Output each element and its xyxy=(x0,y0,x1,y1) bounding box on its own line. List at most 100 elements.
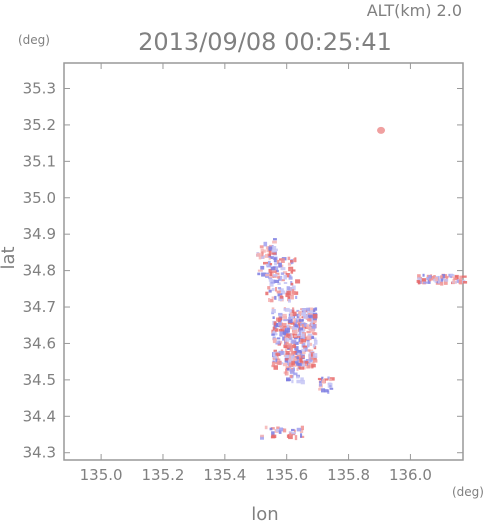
echo-pixel xyxy=(292,328,298,334)
echo-pixel xyxy=(429,277,432,282)
echo-pixel xyxy=(307,349,311,352)
echo-pixel xyxy=(293,291,299,295)
echo-pixel xyxy=(265,291,269,296)
echo-pixel xyxy=(295,349,299,353)
echo-pixel xyxy=(290,340,293,344)
echo-pixel xyxy=(290,260,293,263)
echo-pixel xyxy=(280,362,284,365)
echo-pixel xyxy=(275,358,278,363)
echo-pixel xyxy=(288,286,293,292)
echo-pixel xyxy=(307,318,312,322)
echo-pixel xyxy=(285,273,290,278)
echo-pixel xyxy=(292,285,296,291)
echo-pixel xyxy=(294,361,299,364)
echo-pixel xyxy=(313,337,317,342)
echo-pixel xyxy=(288,336,293,340)
echo-pixel xyxy=(261,272,266,277)
echo-pixel xyxy=(313,356,317,361)
echo-pixel xyxy=(287,262,291,266)
echo-pixel xyxy=(304,346,308,352)
echo-pixel xyxy=(306,340,310,345)
echo-pixel xyxy=(274,279,280,283)
echo-pixel xyxy=(310,328,315,333)
echo-pixel xyxy=(301,348,306,352)
echo-pixel xyxy=(268,249,272,255)
echo-pixel xyxy=(301,312,305,316)
echo-pixel xyxy=(286,286,290,291)
echo-pixel xyxy=(279,296,284,299)
y-axis-label: lat xyxy=(0,246,19,269)
echo-pixel xyxy=(299,366,305,370)
echo-pixel xyxy=(452,279,456,284)
echo-pixel xyxy=(296,427,302,432)
echo-pixel xyxy=(288,268,293,271)
echo-pixel xyxy=(296,379,301,384)
echo-pixel xyxy=(313,308,316,313)
echo-pixel xyxy=(312,353,318,358)
echo-pixel xyxy=(417,274,421,279)
echo-pixel xyxy=(287,357,292,360)
echo-pixel xyxy=(271,252,277,255)
echo-pixel xyxy=(265,273,270,277)
y-tick-label: 35.1 xyxy=(23,152,56,170)
echo-pixel xyxy=(290,351,295,355)
echo-pixel xyxy=(296,351,300,355)
echo-pixel xyxy=(282,327,286,330)
echo-pixel xyxy=(444,275,449,279)
echo-pixel xyxy=(267,286,271,290)
echo-pixel xyxy=(287,256,291,261)
echo-pixel xyxy=(283,308,287,311)
echo-pixel xyxy=(302,355,305,359)
echo-pixel xyxy=(284,342,288,345)
echo-pixel xyxy=(289,374,293,378)
echo-pixel xyxy=(306,335,312,340)
echo-pixel xyxy=(285,348,288,352)
echo-pixel xyxy=(274,261,278,266)
x-tick-label: 135.6 xyxy=(265,466,308,484)
echo-pixel xyxy=(280,258,285,263)
y-tick-label: 34.3 xyxy=(23,444,56,462)
echo-pixel xyxy=(280,326,283,330)
plot-frame xyxy=(63,62,464,461)
echo-pixel xyxy=(291,309,295,313)
echo-pixel xyxy=(289,314,294,319)
echo-pixel xyxy=(276,356,279,360)
y-tick-label: 34.5 xyxy=(23,371,56,389)
echo-pixel xyxy=(271,333,275,336)
echo-pixel xyxy=(299,357,303,363)
echo-pixel xyxy=(275,352,281,356)
echo-pixel xyxy=(277,282,281,285)
echo-pixel xyxy=(271,364,275,368)
echo-pixel xyxy=(288,336,291,339)
echo-pixel xyxy=(271,249,275,253)
echo-pixel xyxy=(289,369,295,374)
echo-pixel xyxy=(329,385,332,388)
echo-pixel xyxy=(288,316,291,320)
echo-pixel xyxy=(329,377,335,381)
echo-pixel xyxy=(456,279,460,283)
echo-pixel xyxy=(327,382,332,385)
echo-layer xyxy=(256,126,468,441)
echo-pixel xyxy=(263,261,268,265)
echo-pixel xyxy=(272,326,275,330)
echo-pixel xyxy=(327,376,330,380)
echo-pixel xyxy=(309,336,315,339)
echo-pixel xyxy=(270,435,276,439)
echo-pixel xyxy=(257,272,261,276)
echo-pixel xyxy=(283,274,287,280)
echo-pixel xyxy=(304,360,309,364)
x-tick-label: 135.8 xyxy=(327,466,370,484)
echo-pixel xyxy=(268,257,271,260)
echo-pixel xyxy=(292,307,295,311)
echo-pixel xyxy=(274,295,277,300)
echo-pixel xyxy=(427,279,431,284)
echo-pixel xyxy=(272,316,275,319)
echo-pixel xyxy=(268,289,272,293)
echo-pixel xyxy=(298,330,301,335)
echo-pixel xyxy=(299,428,304,433)
echo-pixel xyxy=(302,345,308,348)
echo-pixel xyxy=(284,333,287,338)
echo-pixel xyxy=(296,333,301,337)
echo-pixel xyxy=(282,362,288,367)
echo-pixel xyxy=(450,275,454,279)
